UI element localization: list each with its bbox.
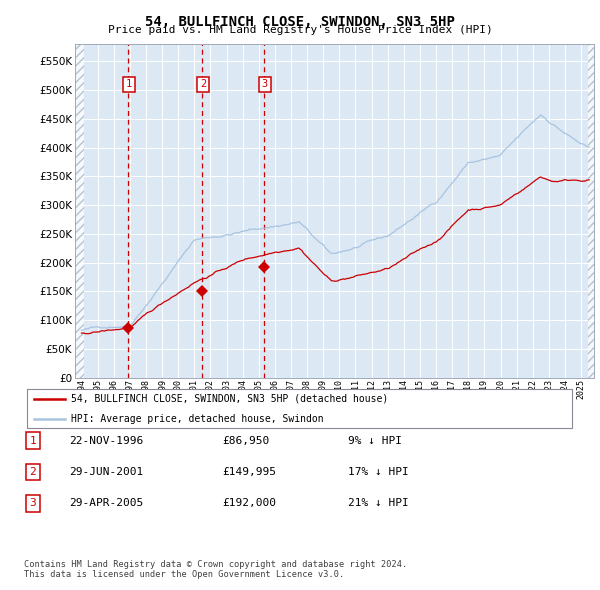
Text: £86,950: £86,950 [222, 436, 269, 445]
Text: 1: 1 [29, 436, 37, 445]
Text: 2: 2 [200, 80, 206, 90]
Bar [587, 44, 594, 378]
Text: 1: 1 [126, 80, 132, 90]
Bar [75, 44, 84, 378]
FancyBboxPatch shape [27, 389, 572, 428]
Text: 9% ↓ HPI: 9% ↓ HPI [348, 436, 402, 445]
Text: 29-JUN-2001: 29-JUN-2001 [69, 467, 143, 477]
Text: 3: 3 [29, 499, 37, 508]
Text: 17% ↓ HPI: 17% ↓ HPI [348, 467, 409, 477]
Text: 21% ↓ HPI: 21% ↓ HPI [348, 499, 409, 508]
Text: 29-APR-2005: 29-APR-2005 [69, 499, 143, 508]
Text: 54, BULLFINCH CLOSE, SWINDON, SN3 5HP (detached house): 54, BULLFINCH CLOSE, SWINDON, SN3 5HP (d… [71, 394, 388, 404]
Text: 3: 3 [262, 80, 268, 90]
Text: 54, BULLFINCH CLOSE, SWINDON, SN3 5HP: 54, BULLFINCH CLOSE, SWINDON, SN3 5HP [145, 15, 455, 29]
Text: Contains HM Land Registry data © Crown copyright and database right 2024.
This d: Contains HM Land Registry data © Crown c… [24, 560, 407, 579]
Text: 2: 2 [29, 467, 37, 477]
Text: Price paid vs. HM Land Registry's House Price Index (HPI): Price paid vs. HM Land Registry's House … [107, 25, 493, 35]
Text: £149,995: £149,995 [222, 467, 276, 477]
Text: 22-NOV-1996: 22-NOV-1996 [69, 436, 143, 445]
Text: £192,000: £192,000 [222, 499, 276, 508]
Text: HPI: Average price, detached house, Swindon: HPI: Average price, detached house, Swin… [71, 414, 323, 424]
